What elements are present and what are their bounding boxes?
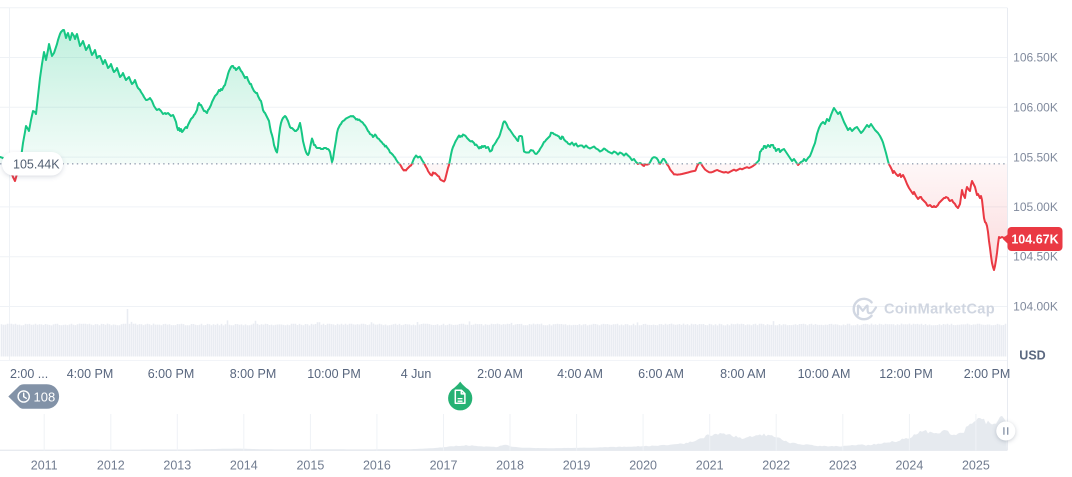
svg-text:108: 108 <box>34 390 56 405</box>
svg-text:8:00 AM: 8:00 AM <box>720 367 766 381</box>
svg-text:2021: 2021 <box>696 459 724 473</box>
svg-text:2:00 PM: 2:00 PM <box>964 367 1011 381</box>
svg-text:105.00K: 105.00K <box>1013 200 1058 214</box>
svg-text:105.50K: 105.50K <box>1013 151 1058 165</box>
svg-text:2019: 2019 <box>563 459 591 473</box>
svg-text:104.50K: 104.50K <box>1013 250 1058 264</box>
svg-text:2014: 2014 <box>230 459 258 473</box>
svg-text:105.44K: 105.44K <box>13 157 60 171</box>
svg-text:106.00K: 106.00K <box>1013 101 1058 115</box>
svg-text:2013: 2013 <box>163 459 191 473</box>
svg-text:2016: 2016 <box>363 459 391 473</box>
svg-text:106.50K: 106.50K <box>1013 51 1058 65</box>
svg-text:2024: 2024 <box>895 459 923 473</box>
svg-text:2017: 2017 <box>430 459 458 473</box>
svg-text:CoinMarketCap: CoinMarketCap <box>884 302 995 318</box>
svg-text:2011: 2011 <box>31 459 58 473</box>
svg-text:2012: 2012 <box>97 459 125 473</box>
svg-text:2018: 2018 <box>496 459 524 473</box>
svg-text:104.67K: 104.67K <box>1011 233 1058 247</box>
svg-text:2:00 AM: 2:00 AM <box>477 367 523 381</box>
svg-text:104.00K: 104.00K <box>1013 300 1058 314</box>
svg-text:2025: 2025 <box>962 459 990 473</box>
svg-text:2:00 ...: 2:00 ... <box>10 367 48 381</box>
svg-text:4:00 AM: 4:00 AM <box>557 367 603 381</box>
svg-text:10:00 AM: 10:00 AM <box>798 367 851 381</box>
svg-text:2015: 2015 <box>296 459 324 473</box>
svg-text:2023: 2023 <box>829 459 857 473</box>
svg-text:2020: 2020 <box>629 459 657 473</box>
svg-text:6:00 AM: 6:00 AM <box>638 367 684 381</box>
svg-text:4:00 PM: 4:00 PM <box>67 367 114 381</box>
svg-text:6:00 PM: 6:00 PM <box>148 367 195 381</box>
svg-text:USD: USD <box>1019 349 1045 363</box>
svg-text:8:00 PM: 8:00 PM <box>230 367 277 381</box>
svg-text:12:00 PM: 12:00 PM <box>879 367 933 381</box>
svg-text:10:00 PM: 10:00 PM <box>307 367 361 381</box>
svg-text:4 Jun: 4 Jun <box>401 367 432 381</box>
svg-text:2022: 2022 <box>762 459 790 473</box>
